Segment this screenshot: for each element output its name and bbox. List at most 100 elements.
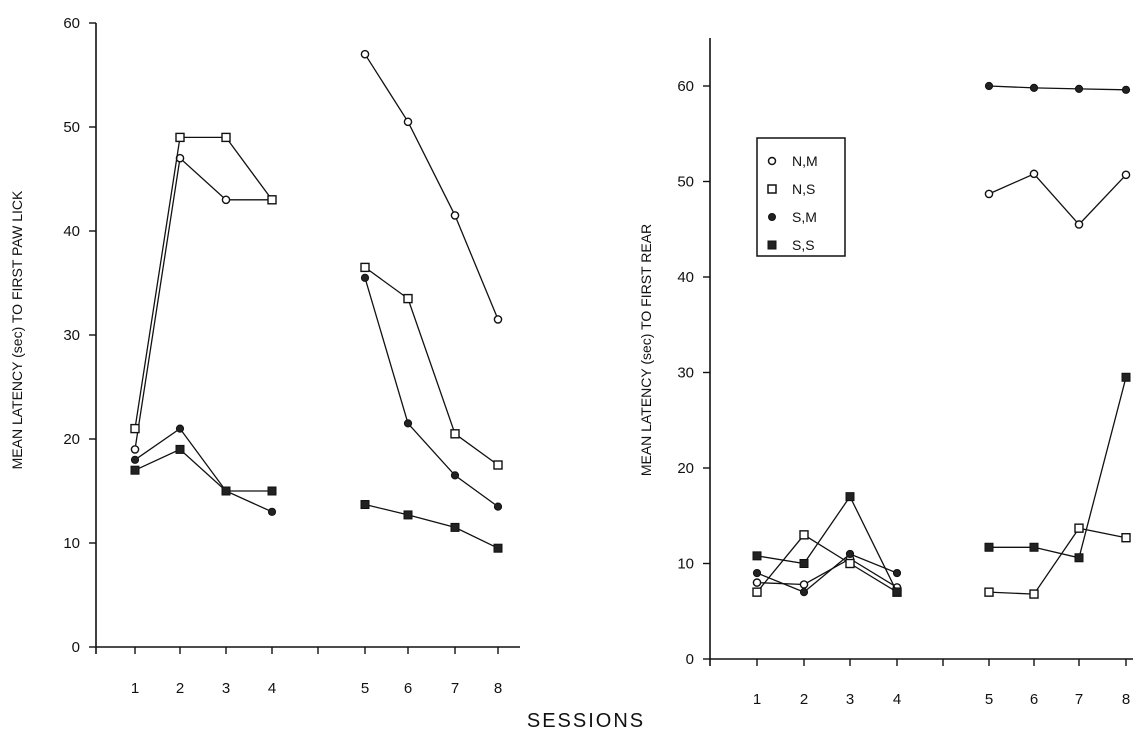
data-point-n-s — [267, 195, 277, 205]
data-point-n-m — [1029, 169, 1039, 179]
series-line — [364, 503, 499, 549]
data-point-n-m — [752, 578, 762, 587]
x-tick-label: 7 — [1075, 691, 1083, 708]
y-tick-label: 40 — [677, 269, 694, 286]
data-point-n-s — [360, 262, 370, 273]
x-tick-label: 6 — [1030, 691, 1038, 708]
x-tick-label: 1 — [753, 691, 761, 708]
data-point-s-s — [403, 510, 413, 520]
data-point-n-s — [1121, 533, 1131, 543]
y-tick-label: 20 — [63, 431, 80, 448]
series-s-s — [130, 444, 503, 553]
legend-item-n-s: N,S — [767, 181, 815, 197]
data-point-s-m — [892, 568, 902, 578]
data-point-s-m — [984, 81, 994, 91]
data-point-s-m — [1121, 85, 1131, 94]
series-line — [988, 527, 1127, 595]
x-tick-label: 8 — [1122, 691, 1130, 708]
data-point-s-s — [984, 542, 994, 552]
series-line — [364, 266, 499, 466]
data-point-n-s — [175, 132, 185, 143]
series-line — [364, 277, 499, 508]
data-point-n-m — [1121, 170, 1131, 180]
series-s-s — [752, 372, 1131, 597]
y-tick-label: 50 — [677, 174, 694, 191]
series-line — [756, 553, 898, 593]
data-point-n-m — [360, 49, 370, 59]
data-point-n-m — [799, 580, 809, 589]
y-tick-label: 50 — [63, 119, 80, 136]
y-tick-label: 10 — [63, 535, 80, 552]
series-line — [134, 136, 273, 429]
y-tick-label: 60 — [63, 15, 80, 32]
x-axis-title: SESSIONS — [527, 710, 645, 731]
data-point-n-s — [1029, 589, 1039, 599]
series-s-m — [130, 273, 503, 516]
series-n-m — [752, 169, 1131, 592]
data-point-s-m — [360, 273, 370, 282]
legend-label-n-s: N,S — [792, 181, 815, 197]
x-tick-label: 1 — [131, 680, 139, 697]
legend-item-s-s: S,S — [767, 237, 815, 253]
x-tick-label: 3 — [846, 691, 854, 708]
y-tick-label: 10 — [677, 556, 694, 573]
data-point-s-s — [221, 486, 231, 496]
data-point-n-s — [752, 587, 762, 597]
data-point-s-s — [845, 492, 855, 502]
y-axis-title: MEAN LATENCY (sec) TO FIRST REAR — [638, 224, 654, 476]
data-point-s-s — [130, 465, 140, 475]
data-point-n-s — [845, 558, 855, 569]
data-point-s-s — [175, 444, 185, 454]
x-tick-label: 6 — [404, 680, 412, 697]
data-point-s-s — [360, 500, 370, 510]
data-point-s-s — [892, 587, 902, 597]
y-tick-label: 40 — [63, 223, 80, 240]
data-point-n-m — [493, 315, 503, 324]
data-point-s-m — [1074, 84, 1084, 93]
data-point-s-m — [845, 549, 855, 559]
data-point-s-s — [267, 486, 277, 496]
data-point-n-s — [403, 293, 413, 304]
data-point-n-s — [1074, 523, 1084, 533]
series-line — [134, 448, 272, 492]
open-circle-icon — [767, 156, 777, 166]
data-point-n-s — [493, 460, 503, 470]
data-point-n-m — [130, 445, 140, 454]
y-axis-title: MEAN LATENCY (sec) TO FIRST PAW LICK — [9, 190, 25, 469]
series-n-s — [130, 132, 503, 470]
x-tick-label: 5 — [361, 680, 369, 697]
data-point-s-m — [752, 568, 762, 578]
data-point-s-s — [752, 551, 762, 561]
data-point-s-m — [493, 502, 503, 511]
series-line — [756, 495, 898, 593]
legend: N,M N,S S,M S,S — [756, 137, 846, 257]
data-point-n-s — [221, 132, 231, 143]
data-point-n-m — [450, 211, 460, 220]
data-point-n-m — [221, 195, 231, 205]
data-point-s-m — [267, 507, 277, 516]
x-tick-label: 2 — [176, 680, 184, 697]
legend-item-s-m: S,M — [768, 209, 817, 225]
x-tick-label: 4 — [893, 691, 901, 708]
open-square-icon — [767, 184, 777, 194]
y-tick-label: 20 — [677, 460, 694, 477]
filled-square-icon — [767, 240, 777, 250]
data-point-n-s — [799, 530, 809, 540]
series-line — [134, 156, 272, 450]
series-line — [989, 377, 1127, 559]
y-tick-label: 30 — [63, 327, 80, 344]
series-line — [134, 427, 273, 513]
data-point-n-m — [1074, 220, 1084, 229]
x-tick-label: 5 — [985, 691, 993, 708]
legend-label-s-s: S,S — [792, 237, 815, 253]
x-tick-label: 4 — [268, 680, 276, 697]
data-point-n-m — [984, 189, 994, 199]
data-point-s-s — [799, 559, 809, 568]
series-line — [988, 173, 1127, 226]
right-chart-rear: 1 2 3 4 5 6 7 8 0 10 20 30 40 50 60 MEAN LATENCY (sec) … — [638, 38, 1133, 708]
left-chart-paw-lick: 1 2 3 4 5 6 7 8 0 10 20 30 40 50 60 MEAN LATENCY (sec) … — [9, 15, 520, 697]
data-point-s-s — [493, 543, 503, 553]
series-line — [756, 557, 898, 588]
data-point-s-m — [403, 419, 413, 428]
legend-label-s-m: S,M — [792, 209, 817, 225]
